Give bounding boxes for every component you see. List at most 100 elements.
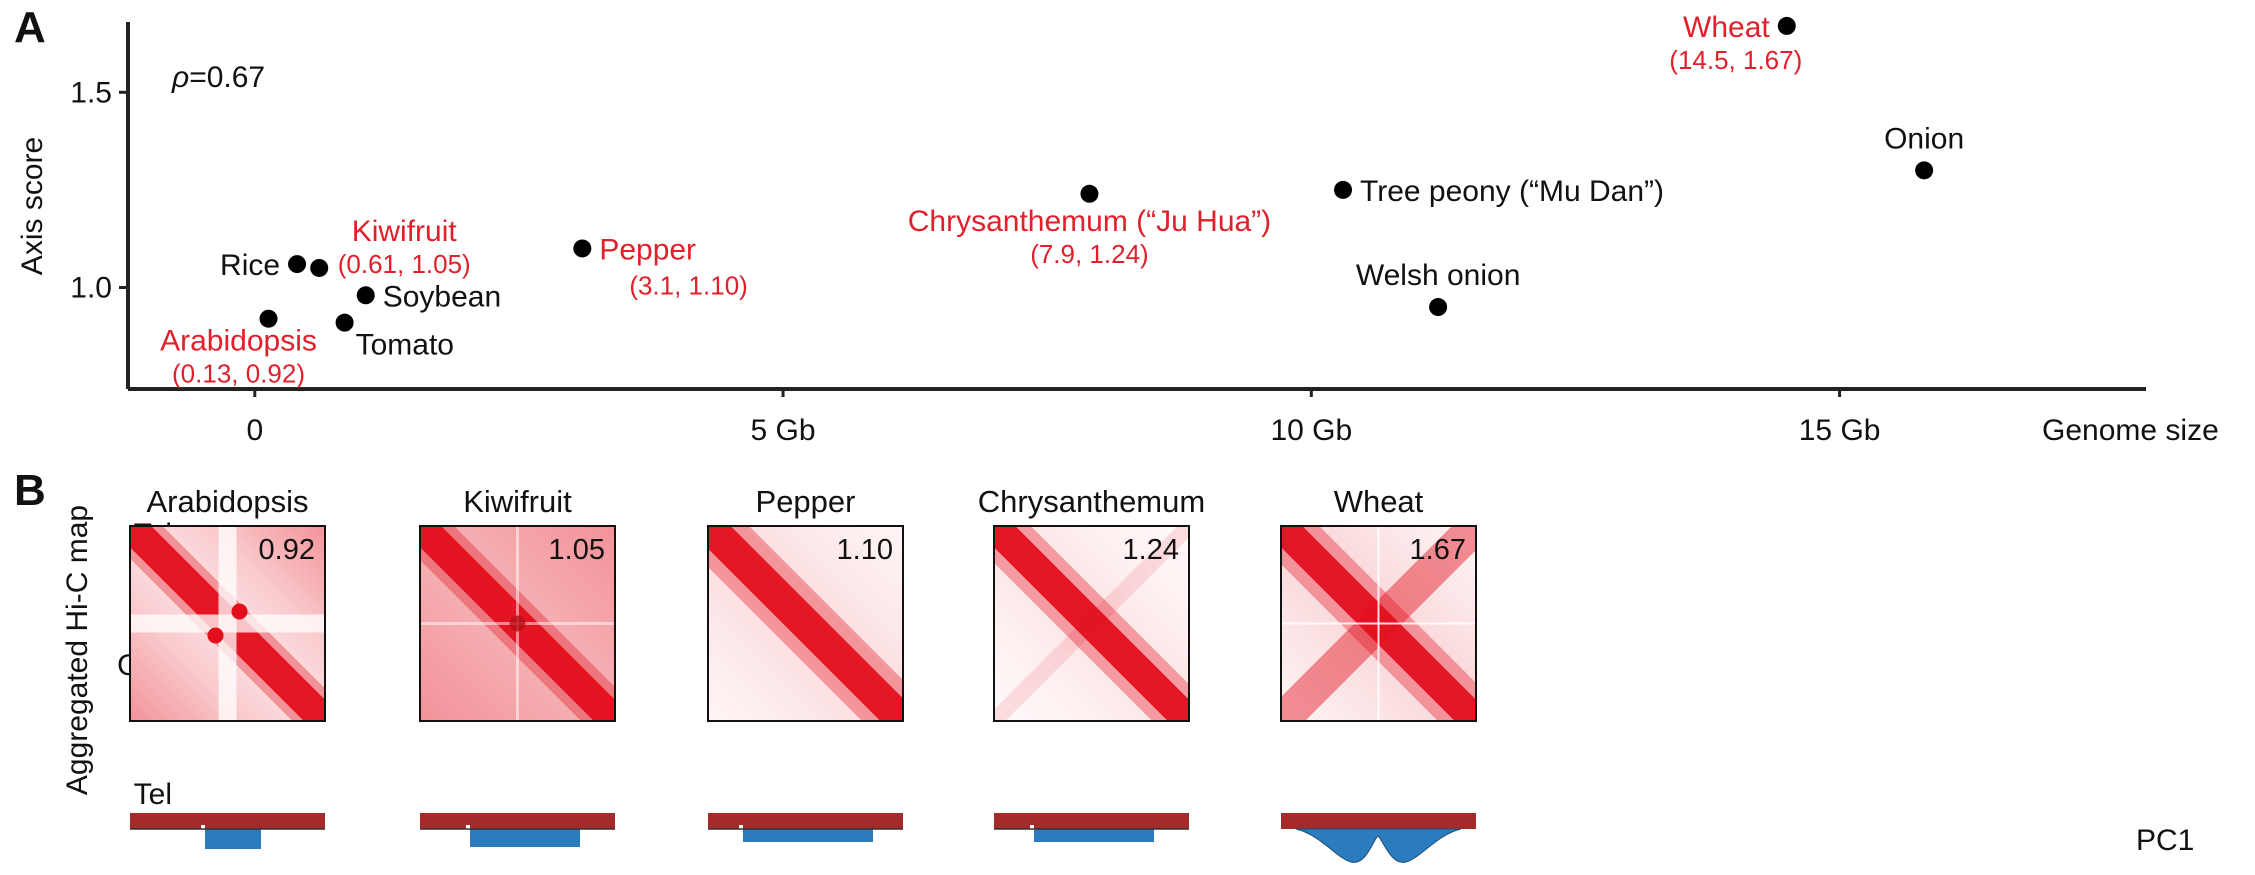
heatmap-title: Pepper <box>756 484 856 519</box>
heatmap-content <box>420 526 615 721</box>
point-coordinate-label: (0.13, 0.92) <box>172 359 305 389</box>
heatmap-content <box>708 526 903 721</box>
pc1-track <box>1281 813 1476 863</box>
centromere-dot <box>231 603 248 620</box>
point-label: Tomato <box>356 329 454 362</box>
heatmap-title: Kiwifruit <box>463 484 572 519</box>
point-coordinate-label: (14.5, 1.67) <box>1669 45 1802 75</box>
heatmap-title: Arabidopsis <box>147 484 309 519</box>
heatmap-score: 1.24 <box>1123 534 1179 566</box>
pc1-transition <box>1030 825 1034 829</box>
row-label-tel-bottom: Tel <box>134 778 172 811</box>
panel-letter-b: B <box>14 466 46 515</box>
pc1-negative-dip <box>205 829 261 849</box>
heatmap-frame <box>707 525 904 722</box>
rho-annotation: ρ=0.67 <box>171 61 265 94</box>
pc1-positive-band <box>420 813 615 829</box>
pc1-positive-band <box>708 813 903 829</box>
point-label: Soybean <box>383 280 501 313</box>
scatter-point <box>1429 298 1448 317</box>
point-label: Rice <box>220 249 280 282</box>
point-label: Pepper <box>599 233 696 266</box>
heatmap-frame <box>1280 525 1477 722</box>
pc1-positive-band <box>994 813 1189 829</box>
scatter-point <box>356 286 375 305</box>
x-tick-label: 15 Gb <box>1799 414 1881 447</box>
heatmap-score: 1.10 <box>837 534 893 566</box>
y-tick-label: 1.0 <box>70 271 112 304</box>
centromere-depletion-h <box>130 614 325 633</box>
point-coordinate-label: (0.61, 1.05) <box>338 249 471 279</box>
heatmap-content <box>130 526 325 721</box>
x-tick-label: 10 Gb <box>1270 414 1352 447</box>
pc1-negative-dip <box>1034 829 1154 842</box>
scatter-point <box>335 313 354 332</box>
pc1-negative-dip <box>743 829 873 842</box>
diagonal-core <box>708 526 903 721</box>
y-ticks: 1.0 1.5 <box>70 76 128 304</box>
scatter-point <box>1777 16 1796 35</box>
point-label: Chrysanthemum (“Ju Hua”) <box>908 205 1271 238</box>
point-label: Onion <box>1884 122 1964 155</box>
heatmap-score: 1.05 <box>549 534 605 566</box>
pc1-positive-band <box>130 813 325 829</box>
pc1-label: PC1 <box>2136 824 2194 857</box>
panel-b: B Aggregated Hi-C map Tel Cen Tel PC1 Ar… <box>14 466 2194 863</box>
x-tick-label: 5 Gb <box>751 414 816 447</box>
heatmap-chrysanthemum: Chrysanthemum 1.24 <box>978 484 1205 842</box>
panel-letter-a: A <box>14 3 46 52</box>
panel-a: A Axis score Genome size ρ=0.67 0 5 Gb 10 … <box>14 3 2219 447</box>
diagonal-core <box>994 526 1189 721</box>
pc1-track <box>130 813 325 849</box>
y-tick-label: 1.5 <box>70 76 112 109</box>
heatmap-title: Chrysanthemum <box>978 484 1205 519</box>
scatter-point <box>288 255 307 274</box>
x-axis-title: Genome size <box>2042 414 2219 447</box>
pc1-negative-dip <box>1295 828 1462 863</box>
heatmap-score: 1.67 <box>1410 534 1466 566</box>
point-label: Wheat <box>1683 11 1770 44</box>
rho-value: =0.67 <box>189 61 265 94</box>
heatmap-score: 0.92 <box>259 534 315 566</box>
pc1-transition <box>201 825 205 829</box>
heatmap-kiwifruit: Kiwifruit 1.05 <box>419 484 616 847</box>
pc1-negative-dip <box>470 829 580 847</box>
heatmap-frame <box>129 525 326 722</box>
scatter-points: Arabidopsis(0.13, 0.92) Rice Kiwifruit(0.6… <box>160 11 1964 389</box>
point-coordinate-label: (3.1, 1.10) <box>629 270 748 300</box>
centromere-dot <box>509 615 526 632</box>
pc1-track <box>708 813 903 842</box>
pc1-transition <box>739 825 743 829</box>
scatter-point <box>1080 184 1099 203</box>
pc1-track <box>994 813 1189 842</box>
pc1-transition <box>466 825 470 829</box>
heatmap-wheat: Wheat 1.67 <box>1280 484 1477 863</box>
point-label: Welsh onion <box>1356 259 1521 292</box>
scatter-point <box>1915 161 1934 180</box>
point-label: Kiwifruit <box>352 215 458 248</box>
x-tick-label: 0 <box>246 414 263 447</box>
scatter-point <box>310 258 329 277</box>
rho-symbol: ρ <box>171 61 189 94</box>
centromere-dot <box>207 627 224 644</box>
heatmap-pepper: Pepper 1.10 <box>707 484 904 842</box>
heatmaps: Arabidopsis 0.92 Kiwifruit 1.05 Pepper 1.10 Ch… <box>129 484 1477 863</box>
y-axis-title: Axis score <box>16 137 49 275</box>
heatmap-y-axis-title: Aggregated Hi-C map <box>61 505 94 795</box>
heatmap-title: Wheat <box>1334 484 1424 519</box>
scatter-point <box>259 309 278 328</box>
heatmap-arabidopsis: Arabidopsis 0.92 <box>129 484 326 849</box>
x-ticks: 0 5 Gb 10 Gb 15 Gb <box>246 389 1880 447</box>
heatmap-frame <box>419 525 616 722</box>
pc1-track <box>420 813 615 847</box>
heatmap-content <box>994 526 1189 721</box>
point-label: Arabidopsis <box>160 325 317 358</box>
scatter-point <box>1334 180 1353 199</box>
heatmap-content <box>1281 526 1476 721</box>
point-coordinate-label: (7.9, 1.24) <box>1030 239 1149 269</box>
point-label: Tree peony (“Mu Dan”) <box>1360 175 1664 208</box>
scatter-point <box>573 239 592 258</box>
heatmap-frame <box>993 525 1190 722</box>
pc1-positive-band <box>1281 813 1476 829</box>
